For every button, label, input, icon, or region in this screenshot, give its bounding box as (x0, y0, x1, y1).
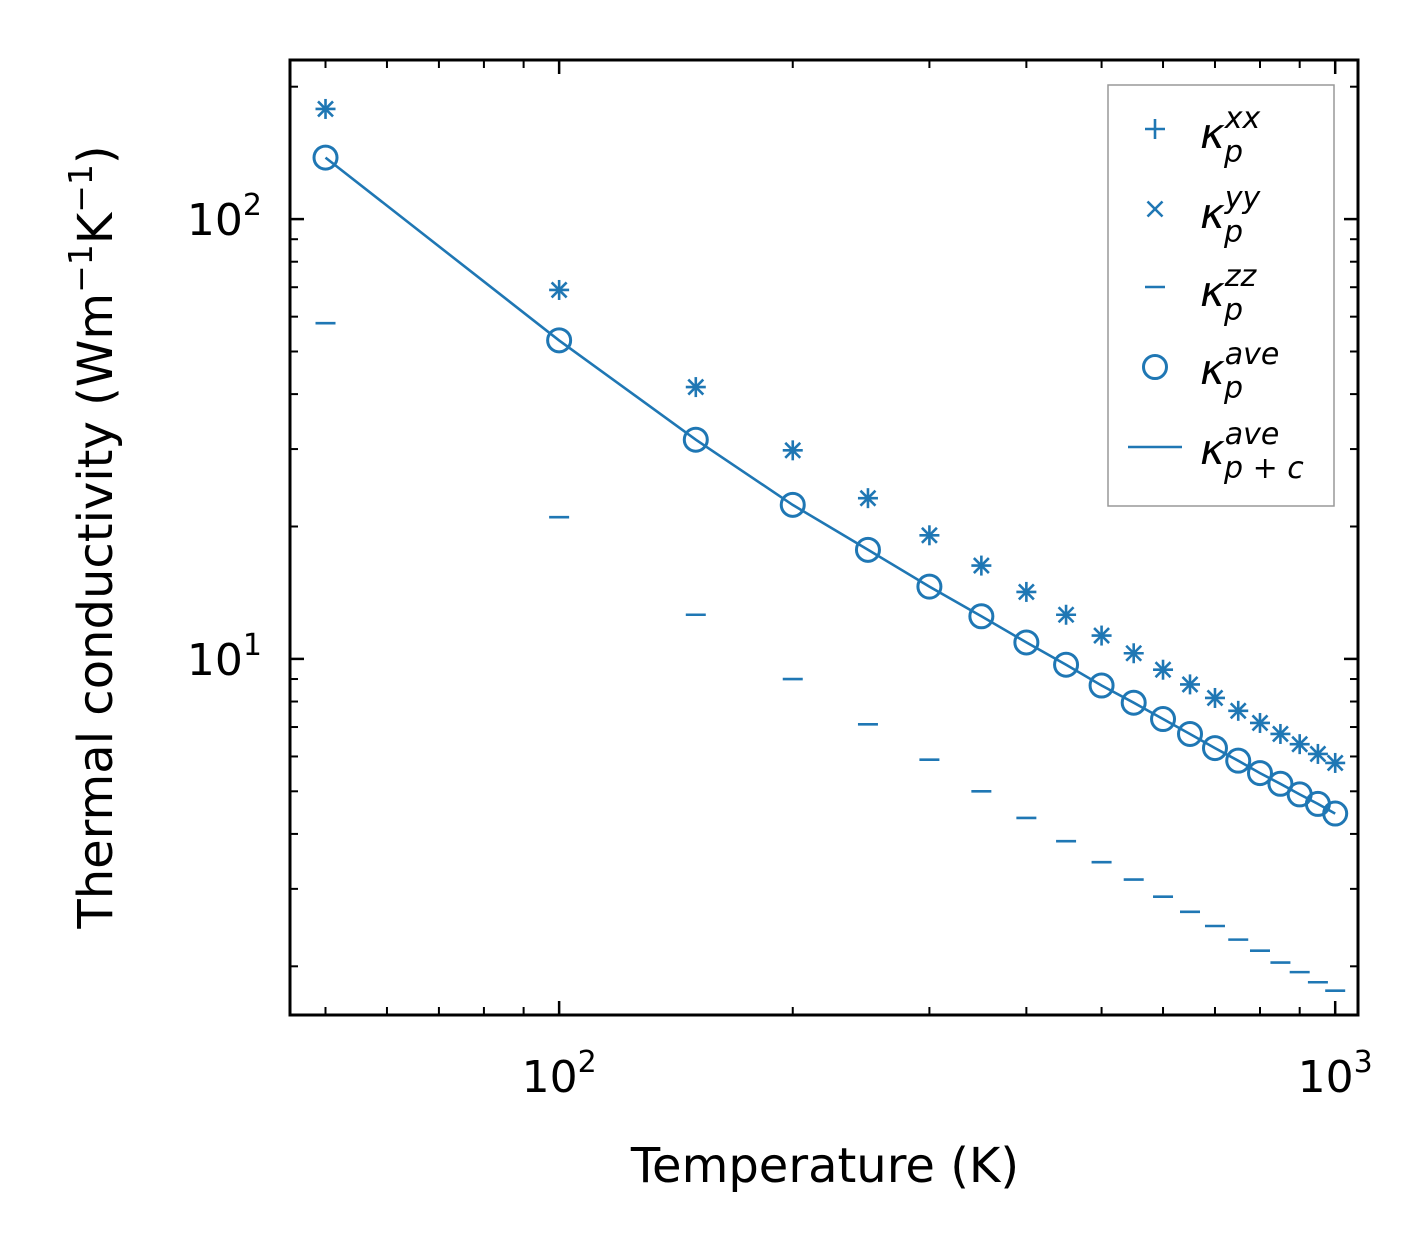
series-kyy (317, 100, 1344, 772)
legend-sub: p + c (1223, 451, 1304, 486)
data-point-kave (682, 426, 709, 453)
data-point-kyy (1326, 754, 1344, 772)
legend-marker-kxx (1145, 119, 1165, 139)
data-point-kyy (784, 441, 802, 459)
data-point-kave (1088, 672, 1115, 699)
data-point-kave (1267, 770, 1294, 797)
data-point-kyy (1154, 661, 1172, 679)
data-point-kyy (317, 100, 334, 118)
legend-label-kave-pc: κave p + c (1200, 417, 1304, 486)
legend-box (1107, 84, 1335, 507)
legend-marker-kyy (1146, 200, 1164, 218)
y-tick-exp: 2 (243, 188, 262, 223)
data-point-kyy (1251, 714, 1269, 732)
data-point-kyy (972, 557, 990, 574)
legend-sub: p (1223, 371, 1243, 406)
data-point-kave (854, 536, 881, 563)
x-tick-base: 10 (1298, 1052, 1354, 1103)
plot-frame (288, 58, 1360, 1017)
y-tick-exp: 1 (243, 628, 262, 663)
legend-kappa: κ (1200, 109, 1225, 158)
data-point-kyy (920, 526, 938, 544)
y-axis-label-exp1: −1 (61, 244, 100, 293)
major-ticks (290, 60, 1358, 1015)
y-axis-label: Thermal conductivity (Wm−1K−1) (61, 145, 124, 929)
y-axis-label-exp2: −1 (61, 164, 100, 213)
legend-sup: zz (1224, 259, 1258, 294)
series-line-kave_pc (324, 156, 1336, 815)
legend-sub: p (1223, 293, 1243, 328)
data-point-kave (1246, 760, 1273, 787)
data-point-kyy (1093, 627, 1110, 644)
legend-kappa: κ (1200, 267, 1225, 316)
plot-content (312, 98, 1349, 993)
legend-label-kyy: κyy p (1200, 181, 1262, 250)
y-tick-base: 10 (187, 195, 243, 246)
series-kzz (315, 321, 1346, 993)
x-tick-exp: 3 (1354, 1045, 1373, 1080)
data-point-kave (968, 603, 995, 630)
series-kave (312, 144, 1349, 827)
data-point-kyy (1309, 745, 1327, 763)
data-point-kave (1177, 720, 1204, 747)
x-tick-exp: 2 (578, 1045, 597, 1080)
y-tick-label: 102 (187, 188, 262, 246)
legend-sup: yy (1224, 181, 1262, 216)
x-tick-label: 102 (522, 1045, 597, 1103)
data-point-kave (916, 573, 943, 600)
data-point-kave (1120, 689, 1147, 716)
legend-kappa: κ (1200, 345, 1225, 394)
data-point-kave (312, 144, 339, 171)
x-tick-label: 103 (1298, 1045, 1373, 1103)
data-point-kyy (859, 489, 877, 507)
data-point-kave (779, 491, 806, 518)
legend-kappa: κ (1200, 189, 1225, 238)
legend-label-kave: κave p (1200, 337, 1279, 406)
x-tick-labels: 102 103 (522, 1045, 1373, 1103)
data-point-kave (1225, 747, 1252, 774)
y-axis-label-mid: K (68, 211, 124, 244)
data-point-kyy (1206, 689, 1224, 707)
legend-label-kzz: κzz p (1200, 259, 1258, 328)
data-point-kyy (687, 378, 705, 396)
legend-markers (1128, 119, 1182, 449)
y-tick-base: 10 (187, 635, 243, 686)
legend-sup: ave (1225, 417, 1280, 452)
data-point-kyy (1291, 735, 1309, 753)
y-axis-label-suffix: ) (68, 145, 124, 164)
legend-kappa: κ (1200, 425, 1225, 474)
data-point-kyy (1057, 606, 1075, 624)
y-tick-labels: 101 102 (187, 188, 262, 686)
legend-marker-kave (1142, 354, 1168, 380)
y-axis-label-prefix: Thermal conductivity (Wm (68, 293, 124, 930)
x-tick-base: 10 (522, 1052, 578, 1103)
data-point-kyy (1017, 583, 1035, 601)
legend-sub: p (1223, 135, 1243, 170)
data-point-kave (546, 327, 573, 354)
data-point-kave (1013, 629, 1040, 656)
x-axis-label: Temperature (K) (630, 1138, 1019, 1194)
legend-label-kxx: κxx p (1200, 101, 1261, 170)
data-point-kave (1201, 735, 1228, 762)
data-point-kave (1150, 706, 1177, 733)
data-point-kave (1053, 651, 1080, 678)
data-point-kave (1322, 800, 1349, 827)
legend-sub: p (1223, 215, 1243, 250)
legend-sup: xx (1224, 101, 1261, 136)
y-tick-label: 101 (187, 628, 262, 686)
data-point-kyy (1125, 644, 1143, 662)
legend: κxx p κyy p κzz p κave p κave p + c (1107, 84, 1335, 507)
data-point-kyy (1272, 725, 1289, 743)
legend-sup: ave (1225, 337, 1280, 372)
data-point-kyy (1181, 675, 1199, 693)
data-point-kyy (550, 281, 568, 299)
data-point-kyy (1229, 702, 1247, 720)
